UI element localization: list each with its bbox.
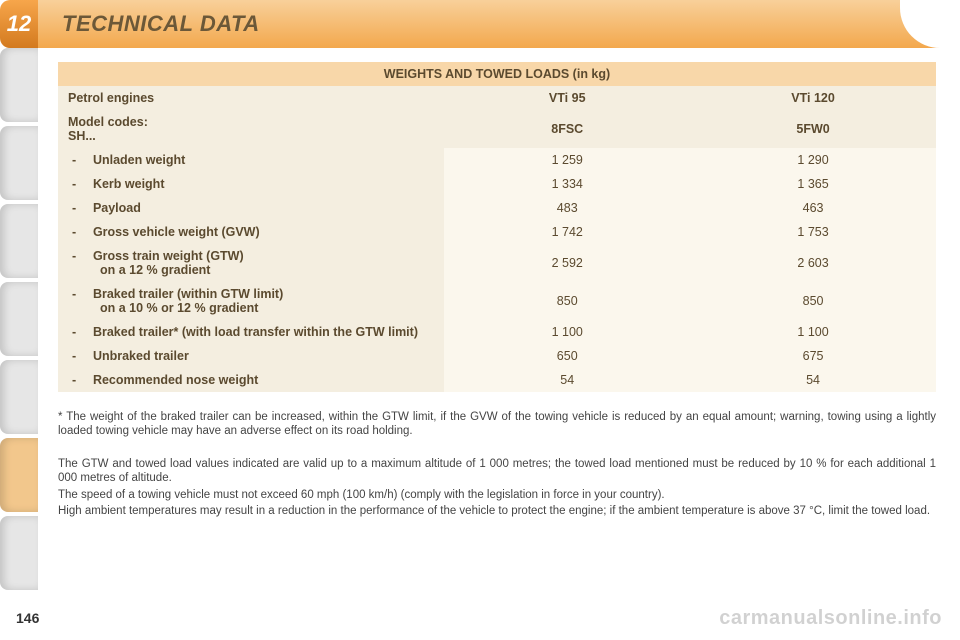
section-badge: 12 <box>0 0 38 48</box>
table-subheader-row: Model codes: SH... 8FSC 5FW0 <box>58 110 936 148</box>
row-value: 1 290 <box>690 148 936 172</box>
row-value: 2 592 <box>444 244 690 282</box>
side-tab <box>0 204 38 278</box>
row-value: 2 603 <box>690 244 936 282</box>
hdr-c2: VTi 120 <box>690 86 936 110</box>
row-label: - Gross vehicle weight (GVW) <box>58 220 444 244</box>
table-row: - Braked trailer* (with load transfer wi… <box>58 320 936 344</box>
hdr-label: Petrol engines <box>58 86 444 110</box>
side-tab <box>0 438 38 512</box>
subhdr-label: Model codes: SH... <box>58 110 444 148</box>
hdr-c1: VTi 95 <box>444 86 690 110</box>
note-line: The speed of a towing vehicle must not e… <box>58 488 936 502</box>
table-row: - Gross vehicle weight (GVW)1 7421 753 <box>58 220 936 244</box>
table-row: - Gross train weight (GTW)on a 12 % grad… <box>58 244 936 282</box>
table-row: - Recommended nose weight5454 <box>58 368 936 392</box>
table-row: - Payload483463 <box>58 196 936 220</box>
row-value: 1 742 <box>444 220 690 244</box>
row-label: - Kerb weight <box>58 172 444 196</box>
side-tabs: 12 <box>0 0 38 640</box>
table-header-row: Petrol engines VTi 95 VTi 120 <box>58 86 936 110</box>
section-title: TECHNICAL DATA <box>62 11 260 37</box>
row-label: - Braked trailer (within GTW limit)on a … <box>58 282 444 320</box>
row-value: 483 <box>444 196 690 220</box>
row-value: 1 100 <box>690 320 936 344</box>
row-label: - Unladen weight <box>58 148 444 172</box>
row-value: 1 259 <box>444 148 690 172</box>
section-number: 12 <box>7 11 31 37</box>
row-value: 1 365 <box>690 172 936 196</box>
table-row: - Kerb weight1 3341 365 <box>58 172 936 196</box>
table-row: - Unladen weight1 2591 290 <box>58 148 936 172</box>
note-line: High ambient temperatures may result in … <box>58 504 936 518</box>
row-value: 54 <box>690 368 936 392</box>
side-tab <box>0 360 38 434</box>
subhdr-c2: 5FW0 <box>690 110 936 148</box>
side-tab <box>0 516 38 590</box>
row-value: 1 753 <box>690 220 936 244</box>
row-value: 675 <box>690 344 936 368</box>
row-label: - Payload <box>58 196 444 220</box>
row-label: - Recommended nose weight <box>58 368 444 392</box>
header-bar: TECHNICAL DATA <box>38 0 960 48</box>
notes: The GTW and towed load values indicated … <box>58 457 936 519</box>
note-line: The GTW and towed load values indicated … <box>58 457 936 486</box>
content: WEIGHTS AND TOWED LOADS (in kg) Petrol e… <box>58 62 936 520</box>
row-value: 54 <box>444 368 690 392</box>
row-value: 1 100 <box>444 320 690 344</box>
table-title: WEIGHTS AND TOWED LOADS (in kg) <box>58 62 936 86</box>
footnote: * The weight of the braked trailer can b… <box>58 410 936 439</box>
table-title-row: WEIGHTS AND TOWED LOADS (in kg) <box>58 62 936 86</box>
row-value: 463 <box>690 196 936 220</box>
side-tab <box>0 126 38 200</box>
row-label: - Braked trailer* (with load transfer wi… <box>58 320 444 344</box>
table-row: - Unbraked trailer650675 <box>58 344 936 368</box>
row-value: 650 <box>444 344 690 368</box>
row-value: 1 334 <box>444 172 690 196</box>
side-tab <box>0 282 38 356</box>
subhdr-c1: 8FSC <box>444 110 690 148</box>
header-corner <box>900 0 960 48</box>
weights-table: WEIGHTS AND TOWED LOADS (in kg) Petrol e… <box>58 62 936 392</box>
row-label: - Unbraked trailer <box>58 344 444 368</box>
row-value: 850 <box>444 282 690 320</box>
row-value: 850 <box>690 282 936 320</box>
row-label: - Gross train weight (GTW)on a 12 % grad… <box>58 244 444 282</box>
watermark: carmanualsonline.info <box>719 607 942 630</box>
side-tab <box>0 48 38 122</box>
table-row: - Braked trailer (within GTW limit)on a … <box>58 282 936 320</box>
